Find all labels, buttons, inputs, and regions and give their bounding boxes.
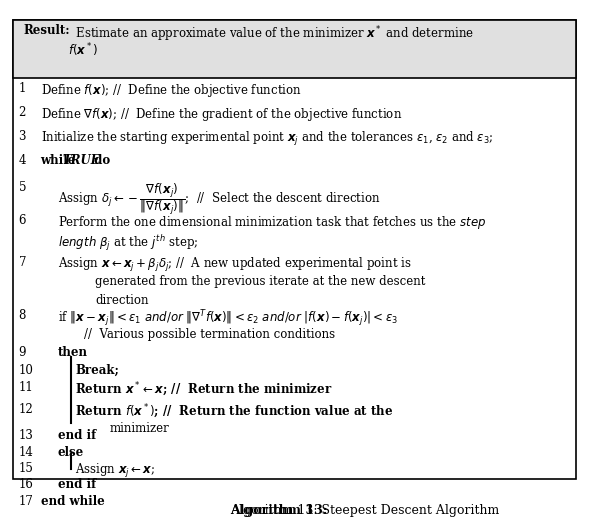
Text: $\mathit{length}\ \beta_j$ at the $j^{th}$ step;: $\mathit{length}\ \beta_j$ at the $j^{th…	[58, 233, 198, 253]
Text: Perform the one dimensional minimization task that fetches us the $\mathit{step}: Perform the one dimensional minimization…	[58, 214, 486, 231]
Text: Initialize the starting experimental point $\boldsymbol{x}_j$ and the tolerances: Initialize the starting experimental poi…	[41, 130, 493, 148]
Text: 11: 11	[19, 381, 34, 394]
Text: Result:: Result:	[23, 24, 70, 37]
Text: end while: end while	[41, 495, 104, 508]
Text: 14: 14	[19, 446, 34, 459]
Text: Estimate an approximate value of the minimizer $\boldsymbol{x}^*$ and determine: Estimate an approximate value of the min…	[68, 24, 474, 44]
Text: 8: 8	[19, 309, 26, 322]
Text: 6: 6	[19, 214, 26, 227]
Text: direction: direction	[95, 294, 149, 307]
Text: 9: 9	[19, 346, 26, 360]
Text: Algorithm 13: Steepest Descent Algorithm: Algorithm 13: Steepest Descent Algorithm	[230, 504, 499, 517]
Text: end if: end if	[58, 429, 96, 442]
Text: Algorithm 13:: Algorithm 13:	[230, 504, 327, 517]
Text: Assign $\boldsymbol{x} \leftarrow \boldsymbol{x}_j + \beta_j\delta_j$; //  A new: Assign $\boldsymbol{x} \leftarrow \bolds…	[58, 256, 412, 274]
Text: 1: 1	[19, 81, 26, 95]
Text: TRUE: TRUE	[62, 154, 100, 167]
Text: Return $f(\boldsymbol{x}^*)$; //  Return the function value at the: Return $f(\boldsymbol{x}^*)$; // Return …	[75, 403, 393, 421]
Text: 15: 15	[19, 462, 34, 475]
Text: 16: 16	[19, 478, 34, 491]
Text: Assign $\boldsymbol{x}_j \leftarrow \boldsymbol{x}$;: Assign $\boldsymbol{x}_j \leftarrow \bol…	[75, 462, 155, 480]
Text: do: do	[90, 154, 110, 167]
Text: minimizer: minimizer	[110, 422, 170, 435]
Text: 7: 7	[19, 256, 26, 269]
Text: 3: 3	[19, 130, 26, 143]
Text: Break;: Break;	[75, 364, 119, 377]
FancyBboxPatch shape	[13, 20, 576, 479]
Text: if $\|\boldsymbol{x} - \boldsymbol{x}_j\| < \epsilon_1$ $\mathit{and/or}$ $\|\na: if $\|\boldsymbol{x} - \boldsymbol{x}_j\…	[58, 309, 398, 329]
Text: Assign $\delta_j \leftarrow -\dfrac{\nabla f(\boldsymbol{x}_j)}{\|\nabla f(\bold: Assign $\delta_j \leftarrow -\dfrac{\nab…	[58, 181, 380, 216]
Text: 17: 17	[19, 495, 34, 508]
Text: while: while	[41, 154, 80, 167]
Text: $f(\boldsymbol{x}^*)$: $f(\boldsymbol{x}^*)$	[68, 42, 98, 60]
Text: 5: 5	[19, 181, 26, 194]
Text: 2: 2	[19, 106, 26, 119]
FancyBboxPatch shape	[13, 20, 576, 78]
Text: Define $\nabla f(\boldsymbol{x})$; //  Define the gradient of the objective func: Define $\nabla f(\boldsymbol{x})$; // De…	[41, 106, 402, 122]
Text: Define $f(\boldsymbol{x})$; //  Define the objective function: Define $f(\boldsymbol{x})$; // Define th…	[41, 81, 302, 99]
Text: //  Various possible termination conditions: // Various possible termination conditio…	[84, 328, 335, 341]
Text: 13: 13	[19, 429, 34, 442]
Text: 12: 12	[19, 403, 34, 416]
Text: generated from the previous iterate at the new descent: generated from the previous iterate at t…	[95, 275, 426, 288]
Text: else: else	[58, 446, 84, 459]
Text: 4: 4	[19, 154, 26, 167]
Text: end if: end if	[58, 478, 96, 491]
Text: then: then	[58, 346, 88, 360]
Text: Return $\boldsymbol{x}^* \leftarrow \boldsymbol{x}$; //  Return the minimizer: Return $\boldsymbol{x}^* \leftarrow \bol…	[75, 381, 333, 400]
Text: 10: 10	[19, 364, 34, 377]
